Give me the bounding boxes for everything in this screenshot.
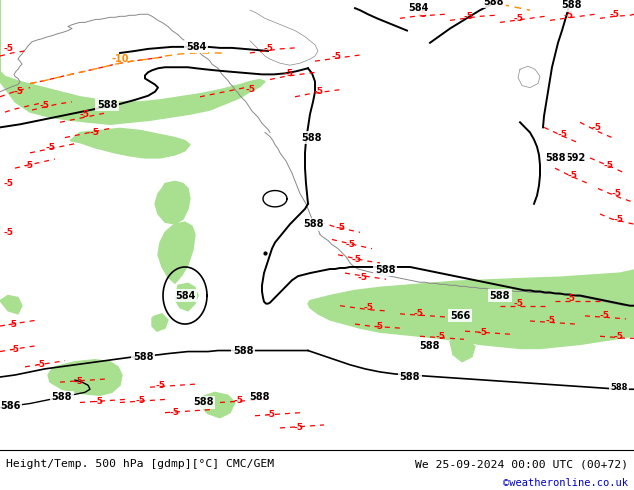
Text: 588: 588 [193,397,213,408]
Polygon shape [175,283,198,311]
Text: 588: 588 [250,392,270,402]
Text: -5: -5 [613,215,623,223]
Text: -5: -5 [613,332,623,341]
Text: -5: -5 [313,87,323,96]
Text: -5: -5 [3,45,13,53]
Polygon shape [450,338,475,362]
Text: -5: -5 [351,255,361,264]
Text: 588: 588 [562,0,582,10]
Text: -5: -5 [345,240,355,249]
Text: -5: -5 [23,161,33,170]
Text: 588: 588 [301,133,321,143]
Text: -5: -5 [463,12,473,21]
Text: -5: -5 [363,303,373,312]
Text: Height/Temp. 500 hPa [gdmp][°C] CMC/GEM: Height/Temp. 500 hPa [gdmp][°C] CMC/GEM [6,459,275,469]
Text: 588: 588 [484,0,504,7]
Text: 584: 584 [175,291,195,300]
Polygon shape [0,0,265,124]
Text: -5: -5 [603,161,613,170]
Text: -5: -5 [80,110,90,119]
Text: 592: 592 [565,153,585,163]
Text: -5: -5 [10,345,20,354]
Text: -5: -5 [93,397,103,406]
Polygon shape [70,128,190,158]
Text: -5: -5 [610,10,620,19]
Text: 566: 566 [450,311,470,321]
Text: -5: -5 [7,319,17,328]
Text: -5: -5 [565,294,575,303]
Polygon shape [158,222,195,283]
Text: -5: -5 [373,321,383,331]
Text: -5: -5 [563,11,573,20]
Text: 588: 588 [303,219,323,229]
Text: -5: -5 [331,51,341,61]
Text: -5: -5 [477,328,487,337]
Text: -5: -5 [357,272,367,282]
Text: 588: 588 [489,291,510,300]
Text: -5: -5 [567,171,577,180]
Polygon shape [308,270,634,348]
Text: -5: -5 [170,408,180,417]
Text: -5: -5 [233,396,243,405]
Text: -5: -5 [3,228,13,237]
Text: -5: -5 [283,69,293,78]
Text: -5: -5 [417,10,427,19]
Text: 584: 584 [186,42,206,52]
Text: 588: 588 [52,392,72,402]
Polygon shape [155,181,190,224]
Polygon shape [0,295,22,314]
Text: -5: -5 [13,87,23,96]
Text: -5: -5 [90,128,100,137]
Text: -5: -5 [293,423,303,433]
Text: -5: -5 [591,123,601,132]
Text: -5: -5 [413,309,423,318]
Text: ©weatheronline.co.uk: ©weatheronline.co.uk [503,477,628,488]
Text: -5: -5 [265,410,275,419]
Text: -5: -5 [45,143,55,152]
Text: -5: -5 [73,377,83,386]
Text: 588: 588 [133,352,153,362]
Text: -5: -5 [40,101,50,110]
Text: -5: -5 [545,317,555,325]
Text: -5: -5 [557,130,567,139]
Polygon shape [200,392,235,418]
Text: 588: 588 [420,342,440,351]
Polygon shape [48,360,122,395]
Text: -5: -5 [513,14,523,23]
Text: -5: -5 [600,311,610,320]
Text: 588: 588 [375,265,395,275]
Text: -10: -10 [111,54,129,64]
Text: 588: 588 [546,153,566,163]
Text: 588: 588 [611,383,628,392]
Polygon shape [152,314,168,331]
Text: -5: -5 [35,360,45,369]
Text: -5: -5 [335,223,345,232]
Text: -5: -5 [155,381,165,390]
Text: 588: 588 [233,345,253,356]
Text: 586: 586 [0,400,20,411]
Text: 584: 584 [408,3,428,13]
Text: -5: -5 [135,396,145,405]
Text: 588: 588 [400,372,420,382]
Text: -5: -5 [611,189,621,198]
Text: -5: -5 [245,85,255,94]
Text: -5: -5 [3,179,13,188]
Text: -5: -5 [513,299,523,308]
Text: -5: -5 [435,332,445,341]
Text: We 25-09-2024 00:00 UTC (00+72): We 25-09-2024 00:00 UTC (00+72) [415,459,628,469]
Text: -5: -5 [263,45,273,53]
Text: 588: 588 [97,100,117,110]
